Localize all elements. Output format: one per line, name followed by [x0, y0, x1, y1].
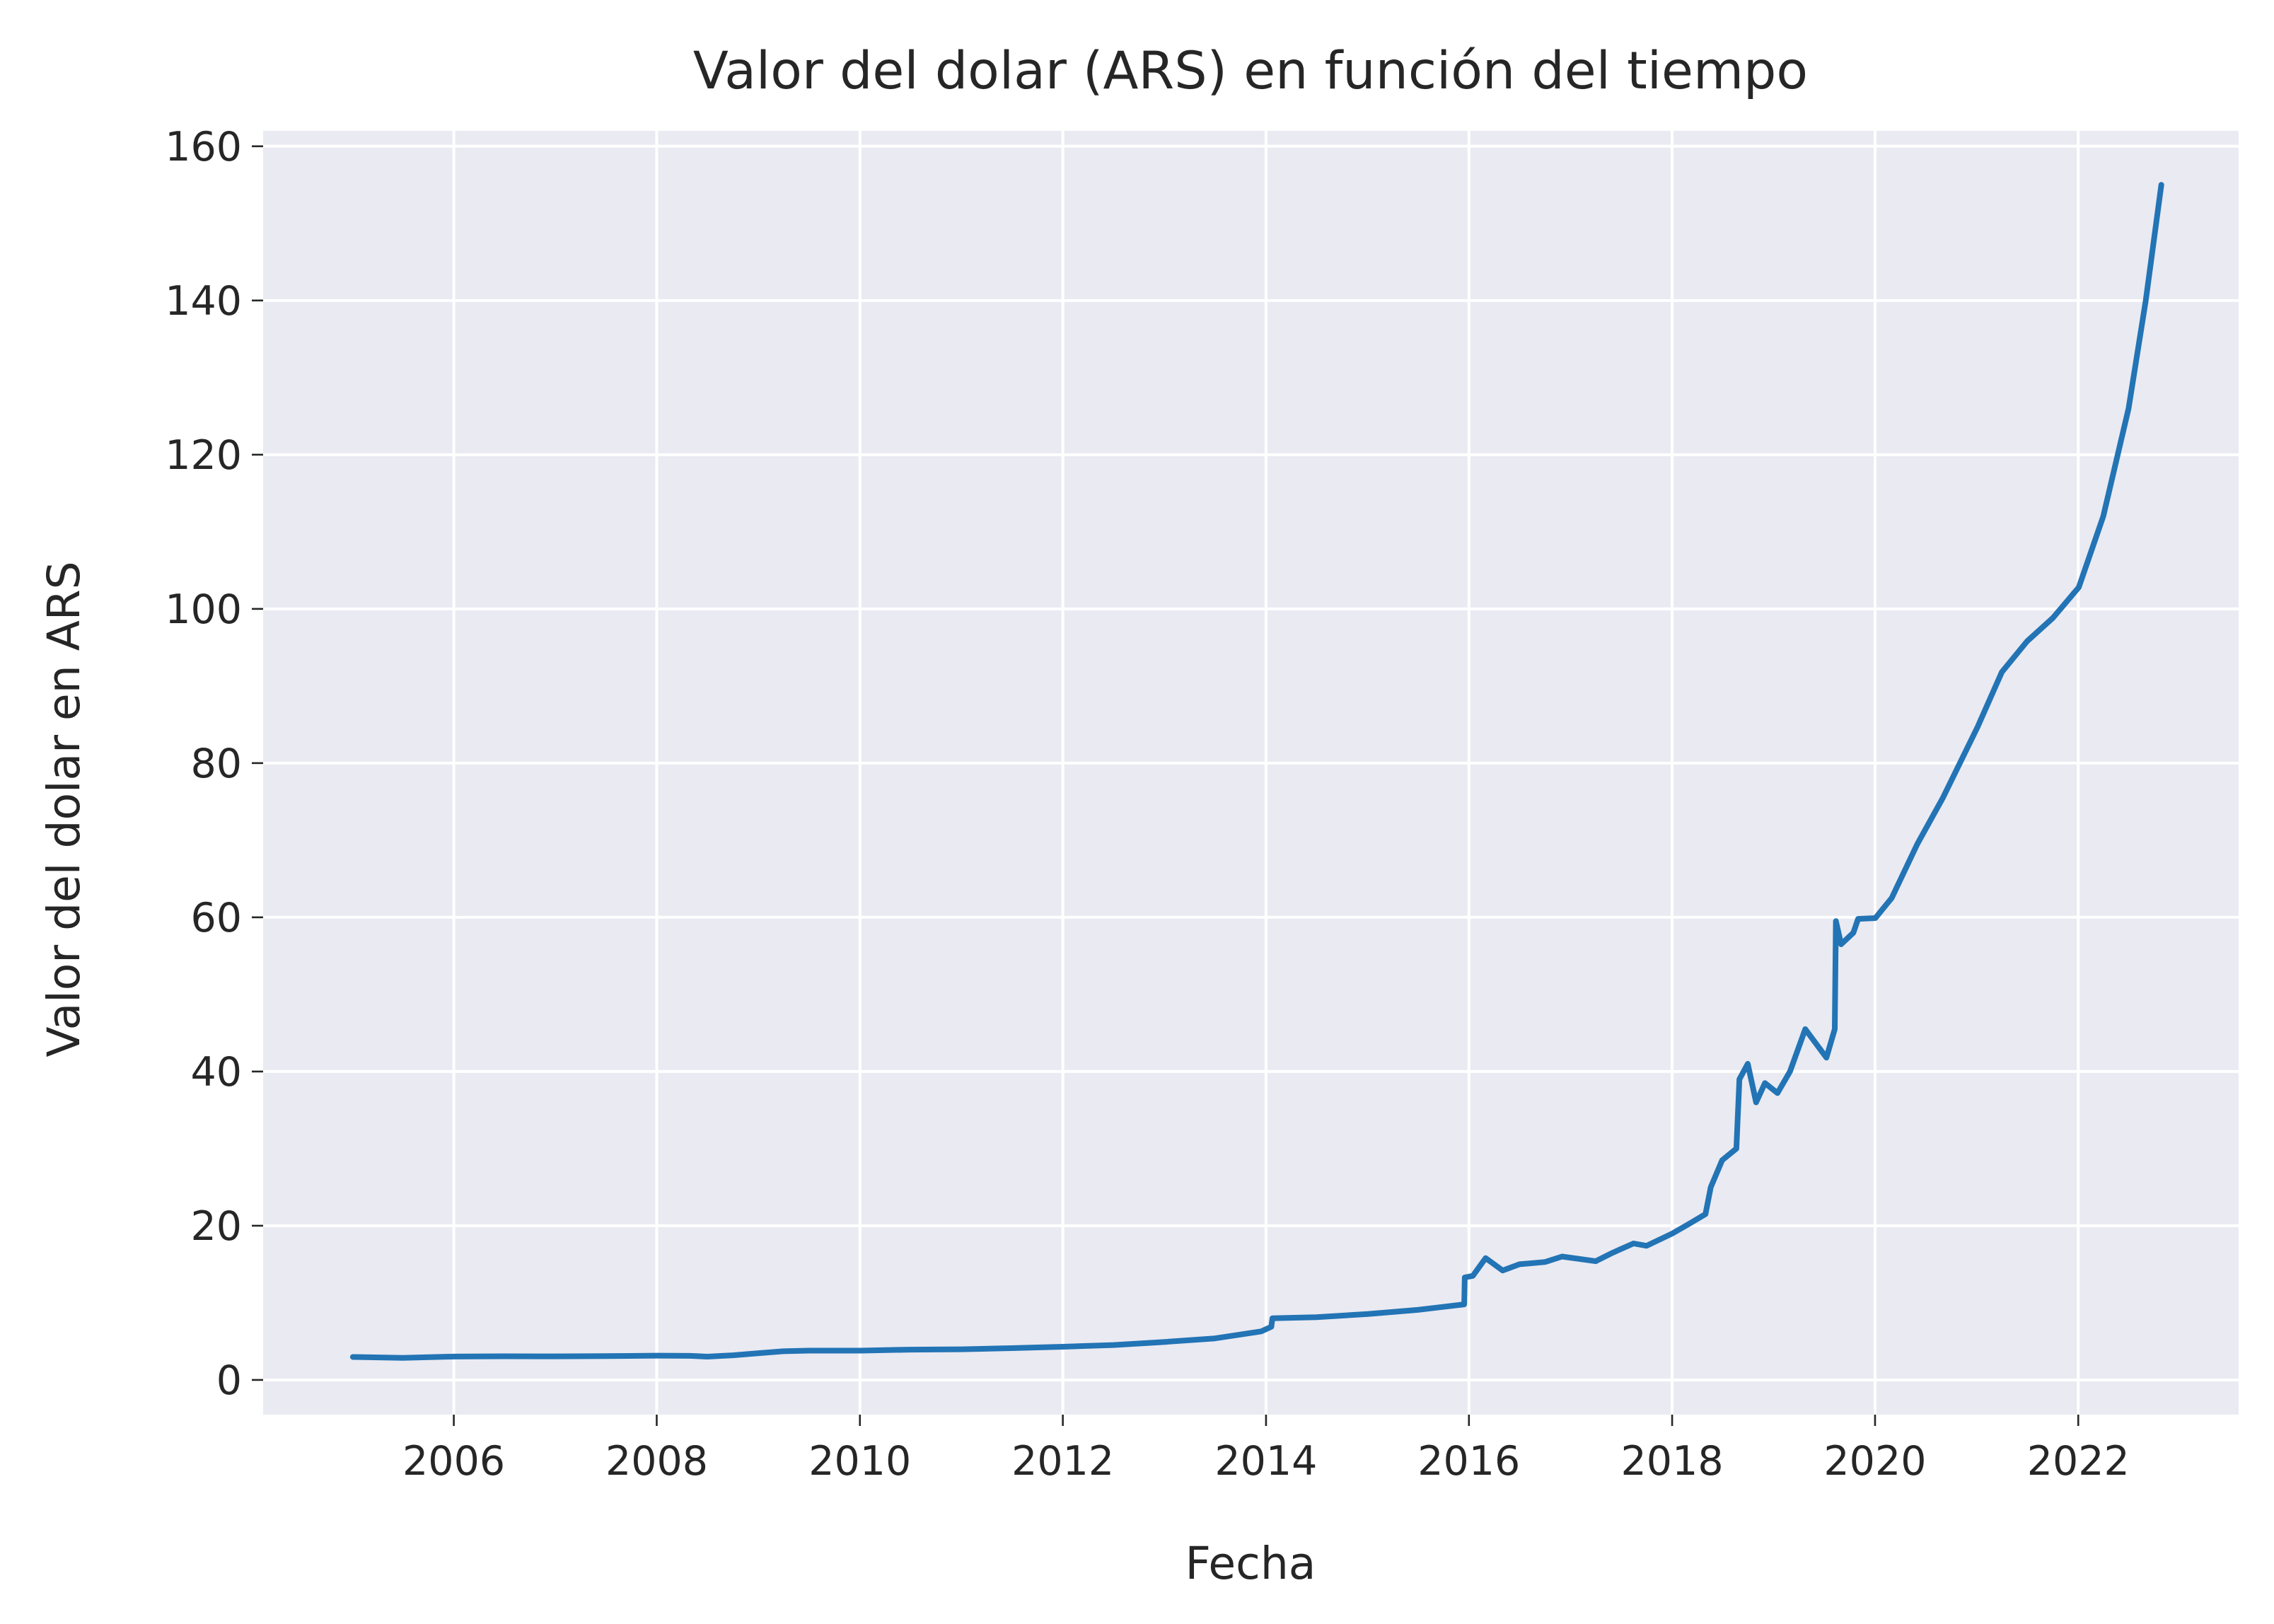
y-axis-label: Valor del dolar en ARS	[38, 561, 90, 1057]
y-tick-label: 140	[165, 278, 242, 325]
x-tick-label: 2018	[1621, 1438, 1724, 1485]
y-tick-label: 0	[216, 1357, 242, 1404]
x-tick-label: 2006	[402, 1438, 505, 1485]
x-tick-label: 2016	[1417, 1438, 1520, 1485]
grid-lines	[263, 131, 2239, 1415]
x-tick-label: 2014	[1214, 1438, 1317, 1485]
x-tick-label: 2010	[808, 1438, 911, 1485]
x-tick-label: 2020	[1823, 1438, 1926, 1485]
y-tick-label: 40	[190, 1049, 242, 1096]
x-axis-label: Fecha	[1185, 1538, 1316, 1589]
x-tick-label: 2008	[605, 1438, 708, 1485]
y-tick-label: 120	[165, 432, 242, 479]
y-tick-label: 20	[190, 1203, 242, 1250]
series-line	[349, 182, 2164, 1361]
y-tick-label: 60	[190, 895, 242, 941]
plot-area	[263, 131, 2239, 1415]
y-tick-label: 160	[165, 124, 242, 170]
x-tick-label: 2012	[1011, 1438, 1114, 1485]
x-tick-label: 2022	[2027, 1438, 2130, 1485]
axis-ticks: 0 20 40 60 80 100 120 140 160 2006 2008 2010 2012 201…	[165, 124, 2130, 1485]
y-tick-label: 80	[190, 741, 242, 787]
series-layer	[349, 182, 2164, 1361]
y-tick-label: 100	[165, 586, 242, 633]
chart-title: Valor del dolar (ARS) en función del tie…	[693, 41, 1808, 101]
